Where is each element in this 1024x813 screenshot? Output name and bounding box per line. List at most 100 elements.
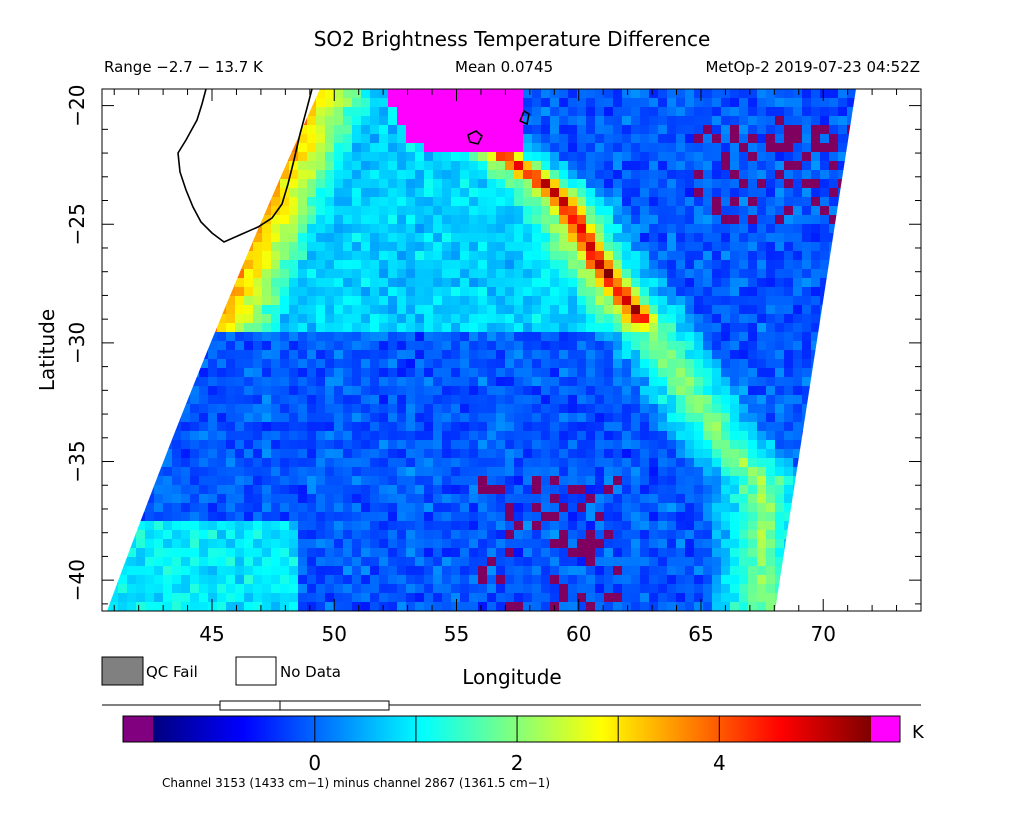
pixel [622, 422, 631, 431]
pixel [685, 404, 694, 413]
pixel [316, 503, 325, 512]
pixel [766, 305, 775, 314]
pixel [784, 188, 793, 197]
pixel [766, 386, 775, 395]
pixel [352, 134, 361, 143]
pixel [802, 107, 811, 116]
pixel [406, 404, 415, 413]
pixel [487, 422, 496, 431]
pixel [739, 197, 748, 206]
pixel [784, 242, 793, 251]
pixel [532, 512, 541, 521]
pixel [748, 368, 757, 377]
pixel [253, 422, 262, 431]
pixel [640, 584, 649, 593]
pixel [577, 350, 586, 359]
pixel [343, 485, 352, 494]
pixel [694, 89, 703, 98]
pixel [703, 350, 712, 359]
pixel [361, 530, 370, 539]
pixel [271, 467, 280, 476]
pixel [316, 512, 325, 521]
pixel [649, 368, 658, 377]
pixel [478, 161, 487, 170]
pixel [793, 152, 802, 161]
pixel [766, 152, 775, 161]
pixel [775, 377, 784, 386]
pixel [352, 377, 361, 386]
pixel [199, 476, 208, 485]
pixel [541, 305, 550, 314]
pixel [352, 350, 361, 359]
pixel [541, 431, 550, 440]
pixel [577, 548, 586, 557]
pixel [739, 107, 748, 116]
pixel [622, 485, 631, 494]
pixel [658, 593, 667, 602]
pixel [730, 170, 739, 179]
pixel [766, 224, 775, 233]
pixel [253, 413, 262, 422]
pixel [136, 602, 145, 611]
pixel [343, 332, 352, 341]
pixel [613, 458, 622, 467]
pixel [172, 467, 181, 476]
pixel [235, 377, 244, 386]
pixel [460, 305, 469, 314]
pixel [379, 593, 388, 602]
pixel [478, 134, 487, 143]
pixel [181, 449, 190, 458]
pixel [235, 404, 244, 413]
pixel [469, 242, 478, 251]
pixel [316, 548, 325, 557]
pixel [460, 242, 469, 251]
pixel [208, 404, 217, 413]
pixel [298, 512, 307, 521]
pixel [370, 557, 379, 566]
pixel [586, 584, 595, 593]
pixel [694, 413, 703, 422]
pixel [181, 476, 190, 485]
pixel [244, 269, 253, 278]
pixel [334, 377, 343, 386]
pixel [514, 359, 523, 368]
pixel [496, 395, 505, 404]
pixel [469, 539, 478, 548]
pixel [244, 386, 253, 395]
pixel [181, 530, 190, 539]
pixel [730, 584, 739, 593]
pixel [208, 359, 217, 368]
pixel [775, 557, 784, 566]
pixel [712, 539, 721, 548]
pixel [397, 404, 406, 413]
pixel [568, 548, 577, 557]
pixel [397, 89, 406, 98]
pixel [514, 422, 523, 431]
pixel [172, 512, 181, 521]
pixel [442, 287, 451, 296]
pixel [496, 107, 505, 116]
pixel [649, 170, 658, 179]
pixel [838, 89, 847, 98]
pixel [649, 377, 658, 386]
pixel [577, 197, 586, 206]
pixel [793, 377, 802, 386]
pixel [298, 521, 307, 530]
pixel [586, 332, 595, 341]
pixel [766, 593, 775, 602]
pixel [397, 359, 406, 368]
pixel [487, 143, 496, 152]
pixel [226, 323, 235, 332]
pixel [361, 386, 370, 395]
pixel [451, 575, 460, 584]
pixel [307, 233, 316, 242]
pixel [496, 143, 505, 152]
pixel [559, 287, 568, 296]
pixel [631, 98, 640, 107]
pixel [361, 332, 370, 341]
pixel [550, 503, 559, 512]
pixel [748, 440, 757, 449]
pixel [802, 215, 811, 224]
pixel [649, 179, 658, 188]
pixel [136, 539, 145, 548]
